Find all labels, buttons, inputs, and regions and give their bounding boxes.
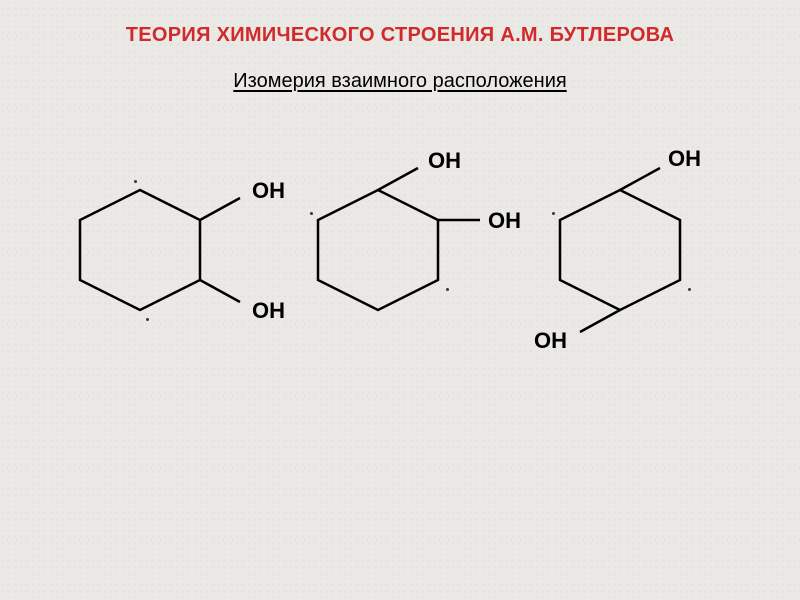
oh-label: OH bbox=[668, 146, 701, 172]
hexagon-icon bbox=[520, 130, 780, 350]
dot-icon bbox=[146, 318, 149, 321]
dot-icon bbox=[310, 212, 313, 215]
molecule: OH OH bbox=[278, 130, 538, 350]
oh-label: OH bbox=[488, 208, 521, 234]
page-subtitle: Изомерия взаимного расположения bbox=[0, 70, 800, 93]
molecule-row: OHOHOHOHOHOH bbox=[0, 130, 800, 350]
oh-label: OH bbox=[428, 148, 461, 174]
dot-icon bbox=[552, 212, 555, 215]
molecule: OHOH bbox=[40, 130, 300, 350]
page-title: ТЕОРИЯ ХИМИЧЕСКОГО СТРОЕНИЯ А.М. БУТЛЕРО… bbox=[0, 24, 800, 47]
molecule: OHOH bbox=[520, 130, 780, 350]
dot-icon bbox=[446, 288, 449, 291]
bond-line bbox=[200, 280, 240, 302]
bond-line bbox=[200, 198, 240, 220]
dot-icon bbox=[688, 288, 691, 291]
hexagon-icon bbox=[278, 130, 538, 350]
bond-line bbox=[378, 168, 418, 190]
bond-line bbox=[620, 168, 660, 190]
dot-icon bbox=[134, 180, 137, 183]
bond-line bbox=[580, 310, 620, 332]
oh-label: OH bbox=[534, 328, 567, 354]
